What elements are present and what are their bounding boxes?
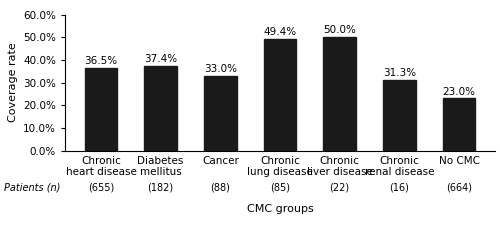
Bar (144, 66, 177, 151)
Bar (383, 80, 416, 151)
Text: (88): (88) (210, 182, 231, 192)
Bar (204, 76, 236, 151)
Text: 23.0%: 23.0% (442, 87, 476, 97)
Text: (182): (182) (148, 182, 174, 192)
Text: 33.0%: 33.0% (204, 64, 237, 74)
Text: 31.3%: 31.3% (383, 68, 416, 78)
Text: (16): (16) (390, 182, 409, 192)
Text: (655): (655) (88, 182, 114, 192)
Text: 50.0%: 50.0% (323, 26, 356, 35)
Text: 37.4%: 37.4% (144, 54, 177, 64)
Text: CMC groups: CMC groups (246, 204, 314, 214)
Bar (324, 37, 356, 151)
Text: 49.4%: 49.4% (264, 27, 296, 37)
Text: (22): (22) (330, 182, 349, 192)
Bar (442, 98, 476, 151)
Y-axis label: Coverage rate: Coverage rate (8, 43, 18, 122)
Text: (664): (664) (446, 182, 472, 192)
Text: Patients (n): Patients (n) (4, 182, 60, 192)
Bar (84, 68, 117, 151)
Text: (85): (85) (270, 182, 290, 192)
Bar (264, 39, 296, 151)
Text: 36.5%: 36.5% (84, 56, 117, 66)
